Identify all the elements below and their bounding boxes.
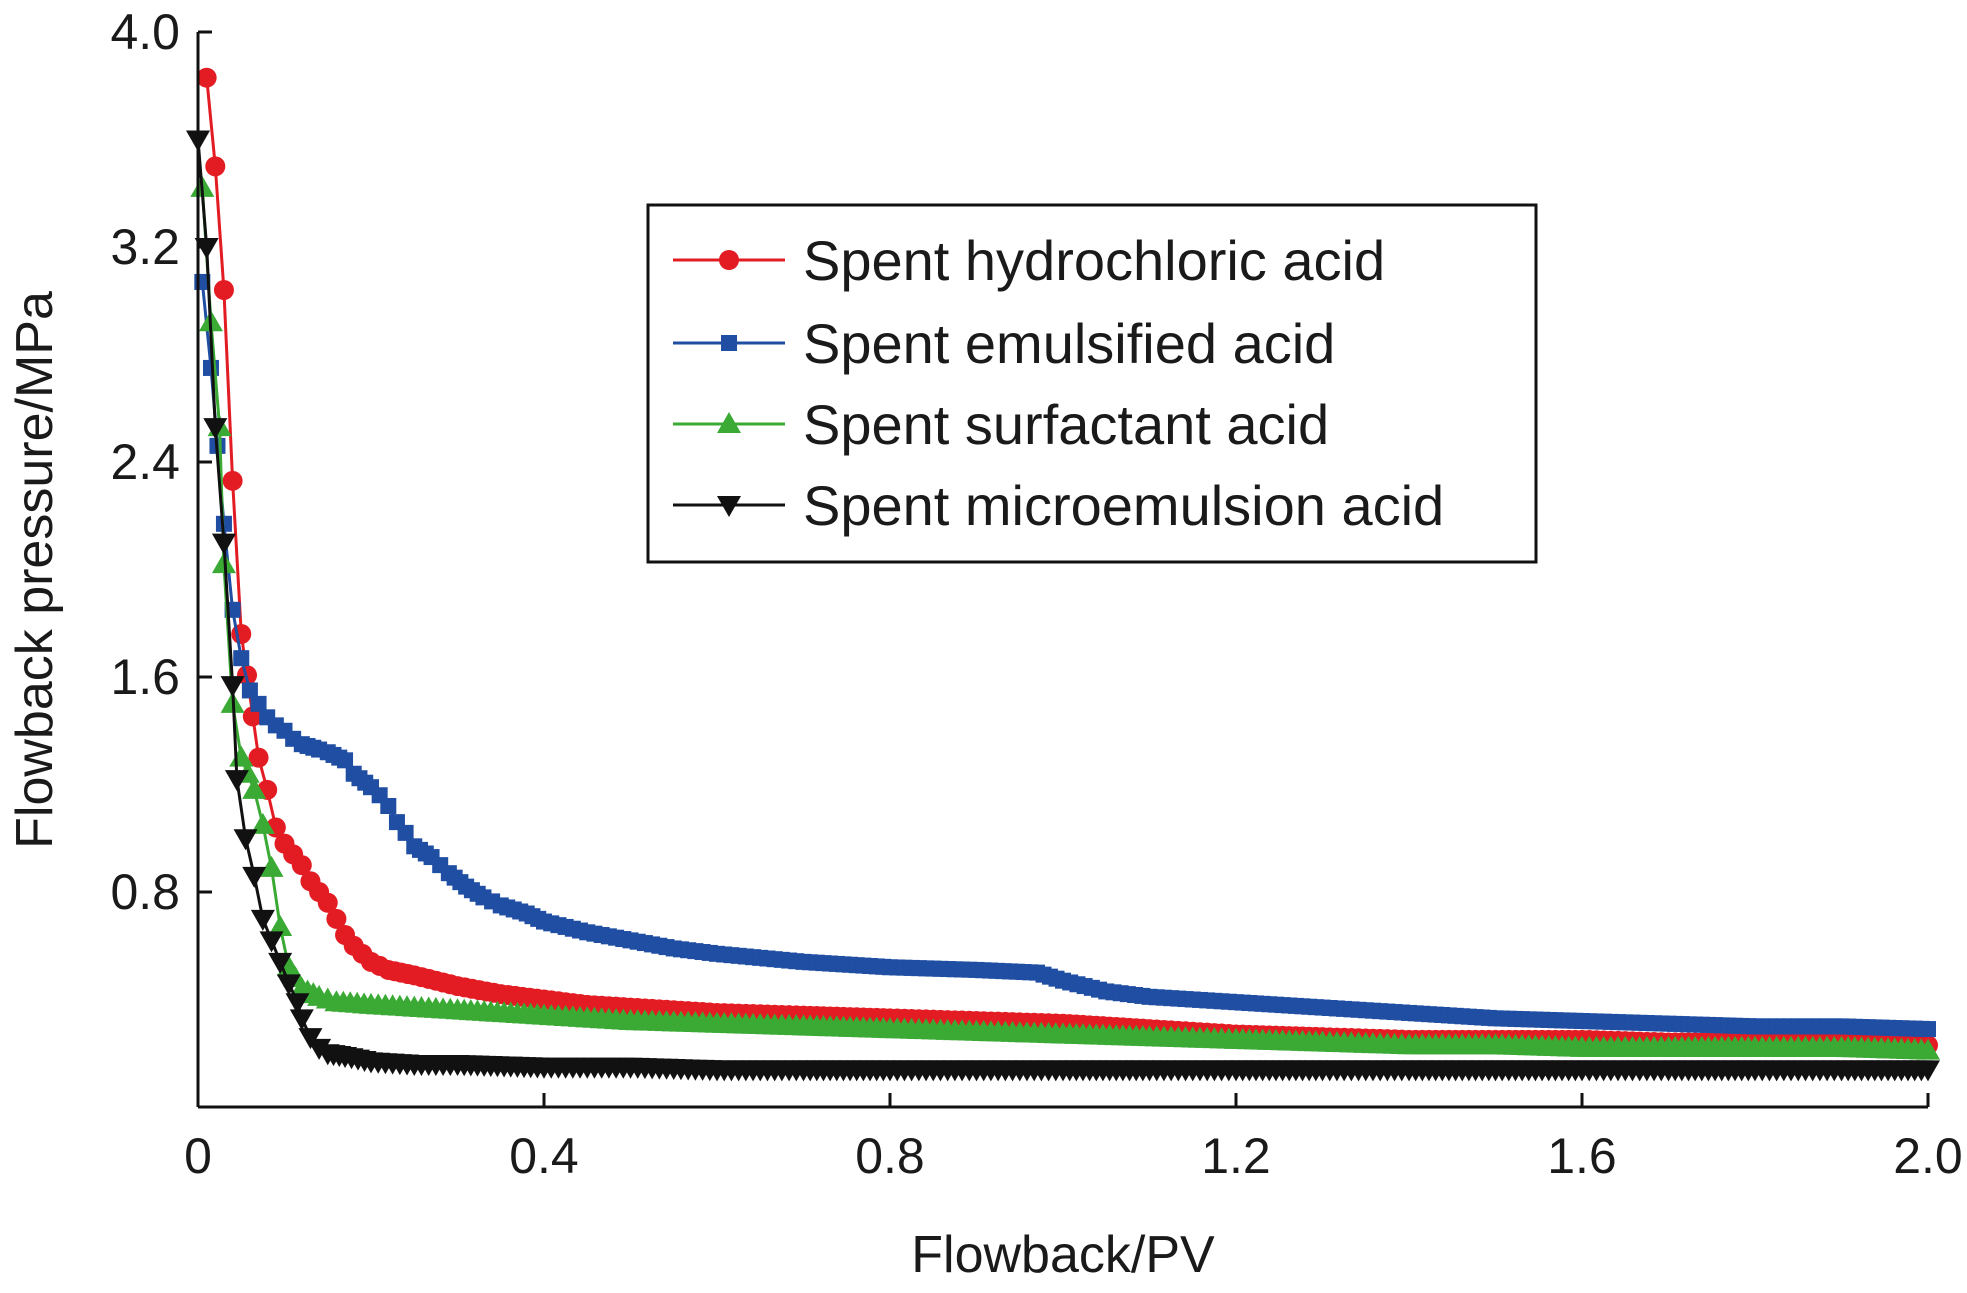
series-4 bbox=[186, 130, 1940, 1082]
data-point bbox=[1916, 1038, 1940, 1060]
legend-marker bbox=[721, 335, 737, 351]
x-tick-label: 0.8 bbox=[855, 1128, 925, 1184]
data-point bbox=[250, 909, 275, 931]
data-point bbox=[326, 908, 347, 929]
y-tick-label: 3.2 bbox=[110, 219, 180, 275]
ticks-layer: 0 0.4 0.8 1.2 1.6 2.0 0.8 1.6 2.4 3.2 4.0 bbox=[110, 4, 1962, 1184]
data-point bbox=[213, 280, 234, 300]
axes-layer bbox=[196, 32, 1928, 1109]
data-point bbox=[205, 156, 226, 177]
data-point bbox=[242, 777, 267, 799]
data-point bbox=[1920, 1021, 1936, 1038]
data-point bbox=[242, 866, 267, 888]
data-point bbox=[397, 824, 414, 841]
legend-marker bbox=[717, 496, 741, 517]
x-tick-label: 1.6 bbox=[1547, 1128, 1617, 1184]
data-point bbox=[285, 993, 310, 1015]
data-point bbox=[259, 855, 284, 877]
data-point bbox=[291, 855, 312, 876]
data-point bbox=[196, 67, 217, 88]
data-point bbox=[268, 952, 293, 974]
data-point bbox=[250, 695, 267, 712]
x-tick-label: 1.2 bbox=[1201, 1128, 1271, 1184]
legend-label: Spent microemulsion acid bbox=[803, 474, 1444, 537]
y-axis-title: Flowback pressure/MPa bbox=[6, 291, 64, 849]
data-point bbox=[276, 974, 301, 996]
x-tick-label: 0.4 bbox=[509, 1128, 579, 1184]
data-point bbox=[241, 682, 258, 699]
data-point bbox=[203, 418, 228, 440]
data-point bbox=[211, 533, 236, 555]
y-tick-label: 0.8 bbox=[110, 864, 180, 920]
data-point bbox=[1916, 1060, 1940, 1082]
data-point bbox=[289, 1009, 314, 1031]
legend-label: Spent hydrochloric acid bbox=[803, 229, 1385, 292]
x-axis-title: Flowback/PV bbox=[911, 1226, 1215, 1284]
data-point bbox=[220, 676, 245, 698]
x-tick-label: 0 bbox=[184, 1128, 212, 1184]
legend-label: Spent emulsified acid bbox=[803, 312, 1335, 375]
legend-marker bbox=[719, 250, 739, 270]
series-3 bbox=[190, 175, 1940, 1060]
legend-marker bbox=[717, 412, 741, 433]
data-point bbox=[268, 914, 293, 936]
data-point bbox=[337, 752, 354, 769]
series-layer bbox=[186, 67, 1940, 1082]
x-tick-label: 2.0 bbox=[1893, 1128, 1963, 1184]
data-point bbox=[298, 1028, 323, 1050]
data-point bbox=[317, 892, 338, 913]
data-point bbox=[259, 931, 284, 953]
data-point bbox=[248, 747, 269, 768]
legend-label: Spent surfactant acid bbox=[803, 393, 1329, 456]
data-point bbox=[233, 829, 258, 851]
legend: Spent hydrochloric acid Spent emulsified … bbox=[646, 203, 1538, 564]
y-tick-label: 4.0 bbox=[110, 4, 180, 60]
data-point bbox=[222, 470, 243, 491]
legend-box bbox=[646, 203, 1538, 564]
data-point bbox=[380, 798, 397, 814]
data-point bbox=[224, 770, 249, 792]
data-point bbox=[233, 650, 250, 667]
data-point bbox=[250, 812, 275, 834]
y-tick-label: 2.4 bbox=[110, 434, 180, 490]
y-tick-label: 1.6 bbox=[110, 649, 180, 705]
